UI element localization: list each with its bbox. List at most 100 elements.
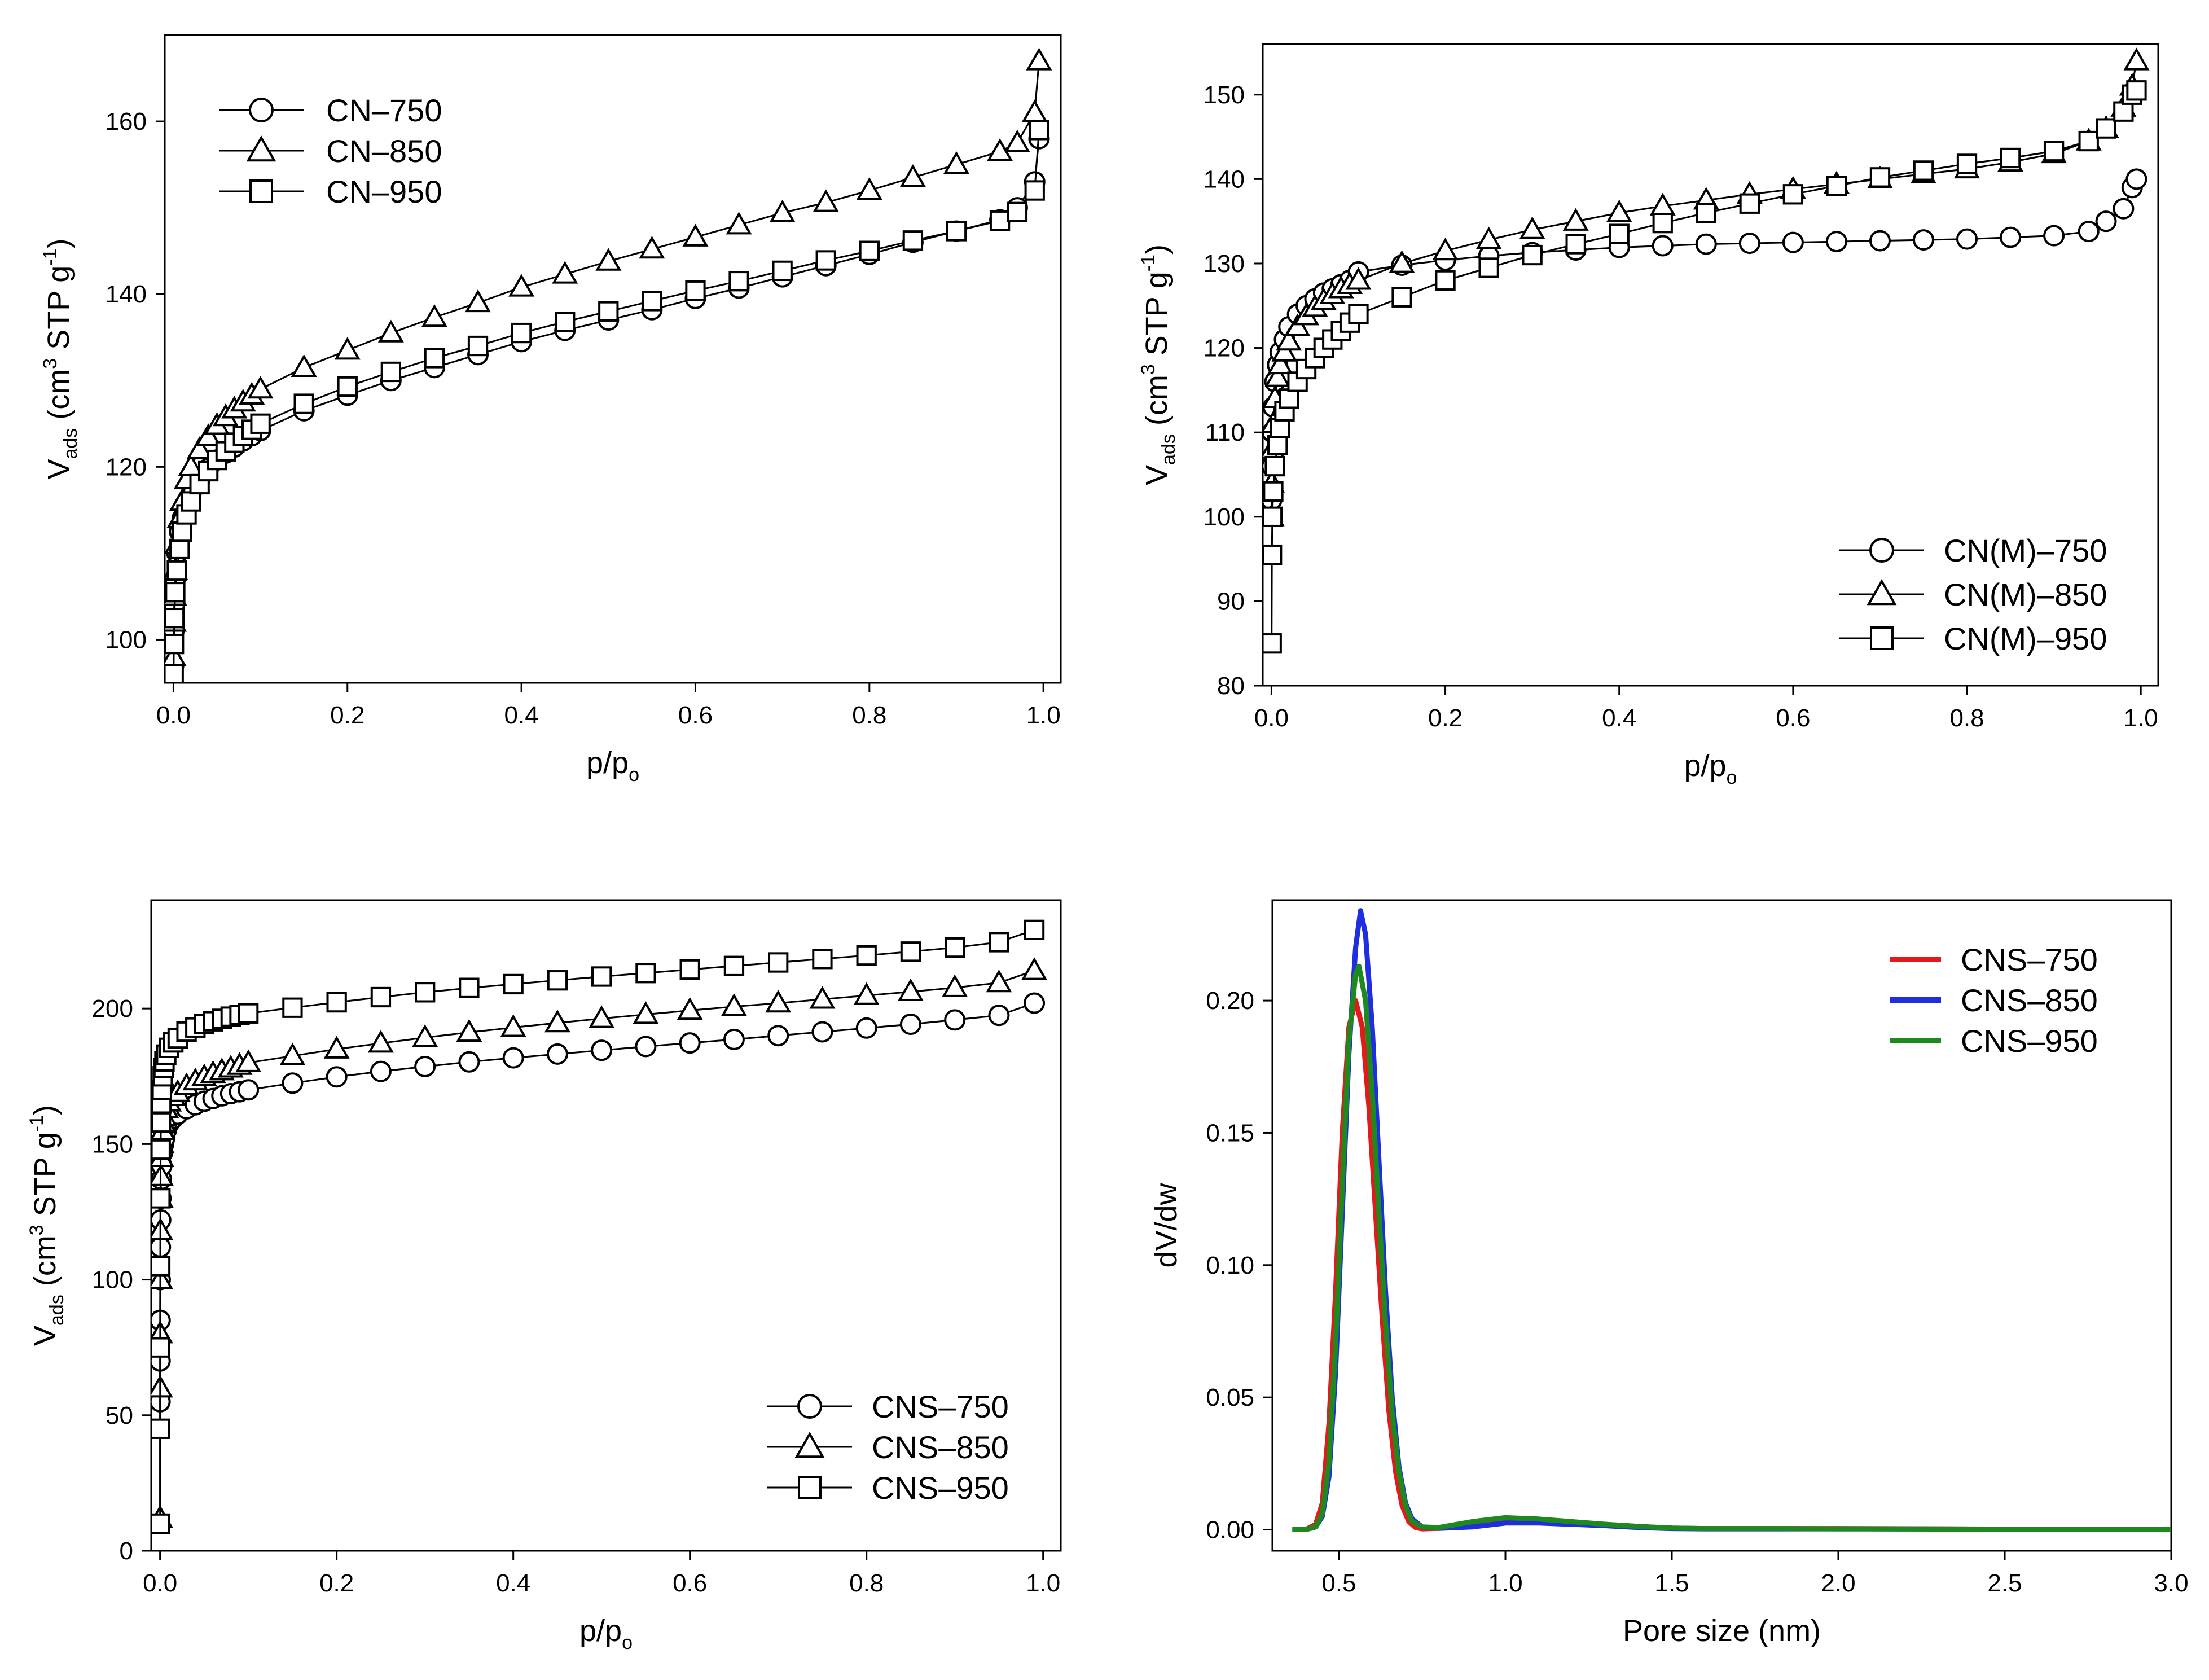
data-point-square — [642, 291, 662, 312]
y-tick-label: 100 — [106, 626, 147, 653]
chart-panel-c: 0.0 0.2 0.4 0.6 0.8 1.0 0 50 100 150 200 p/po Vads (… — [26, 899, 1062, 1653]
data-point-square — [1263, 481, 1284, 502]
data-point-circle — [1782, 231, 1804, 253]
data-point-square — [511, 322, 532, 344]
legend-label: CN–850 — [326, 133, 442, 169]
data-point-circle — [414, 1055, 436, 1077]
data-point-square — [812, 949, 833, 970]
y-axis-label: Vads (cm3 STP g-1) — [1138, 244, 1179, 485]
data-point-square — [1263, 633, 1282, 654]
legend-item: CN(M)–850 — [1839, 577, 2107, 612]
data-point-triangle — [334, 337, 361, 360]
data-point-square — [2078, 130, 2099, 152]
data-point-square — [1263, 506, 1283, 527]
data-point-triangle — [633, 1001, 659, 1024]
y-tick-label: 0.05 — [1206, 1384, 1254, 1411]
data-point-square — [165, 582, 186, 603]
data-point-square — [169, 538, 190, 559]
data-point-triangle — [367, 1030, 394, 1053]
data-point-square — [723, 955, 745, 976]
data-point-square — [1264, 455, 1285, 477]
legend-item: CN–850 — [219, 133, 442, 169]
data-point-circle — [1738, 233, 1760, 255]
x-tick-label: 0.2 — [330, 701, 364, 729]
data-point-square — [151, 1256, 171, 1277]
series-CNS–950 — [1292, 963, 2171, 1532]
y-axis-label-superscript: -1 — [39, 248, 61, 265]
x-axis-label: p/po — [586, 746, 639, 786]
legend-item: CN–750 — [219, 93, 442, 128]
data-point-square — [1782, 184, 1804, 205]
data-point-triangle — [986, 969, 1012, 993]
data-point-triangle — [639, 236, 665, 259]
legend-marker-square — [798, 1476, 822, 1499]
y-axis-label-unit: (cm — [42, 369, 76, 428]
data-point-square — [547, 970, 568, 991]
data-point-circle — [2043, 225, 2065, 247]
data-point-triangle — [2123, 47, 2150, 71]
data-point-square — [2113, 101, 2134, 122]
data-point-square — [768, 952, 789, 973]
plot-frame — [164, 34, 1062, 684]
data-point-triangle — [323, 1036, 350, 1059]
data-point-circle — [855, 1017, 877, 1039]
data-point-square — [1565, 234, 1586, 255]
y-tick-label: 90 — [1217, 587, 1245, 615]
x-axis-label-main: p/p — [1684, 749, 1727, 783]
data-point-square — [151, 1418, 170, 1439]
data-point-square — [181, 491, 201, 512]
legend-marker-circle — [249, 98, 274, 122]
data-point-triangle — [1519, 216, 1545, 239]
data-point-square — [172, 521, 192, 542]
data-point-square — [151, 1513, 170, 1534]
data-point-triangle — [1432, 237, 1459, 261]
data-point-square — [989, 932, 1009, 953]
data-point-square — [165, 664, 184, 683]
data-point-square — [165, 608, 185, 629]
y-tick-label: 0 — [120, 1537, 133, 1565]
plot-area — [1292, 908, 2171, 1532]
legend-label: CNS–950 — [1961, 1023, 2098, 1059]
x-tick-label: 0.2 — [319, 1569, 354, 1597]
x-tick-label: 0.4 — [504, 701, 539, 729]
data-point-triangle — [1021, 957, 1048, 980]
data-point-circle — [2125, 168, 2147, 190]
data-point-circle — [899, 1014, 921, 1036]
data-point-triangle — [677, 997, 703, 1020]
data-point-circle — [326, 1066, 348, 1088]
legend-label: CN(M)–850 — [1944, 577, 2107, 612]
legend-marker-circle — [797, 1394, 822, 1419]
plot-frame — [1271, 899, 2172, 1552]
data-point-square — [1029, 120, 1049, 141]
data-point-circle — [1912, 229, 1934, 251]
data-point-circle — [679, 1032, 701, 1054]
data-point-triangle — [421, 304, 447, 327]
y-tick-label: 0.15 — [1206, 1119, 1254, 1147]
y-axis-label-unit: ) — [1140, 244, 1174, 255]
data-point-triangle — [235, 1049, 262, 1072]
y-axis-label-main: dV/dw — [1149, 1182, 1183, 1267]
legend-label: CN–950 — [326, 174, 442, 209]
y-axis-label-subscript: ads — [1158, 434, 1179, 465]
x-tick-label: 2.0 — [1821, 1569, 1855, 1597]
data-point-square — [815, 250, 836, 271]
data-point-triangle — [552, 261, 578, 284]
data-point-square — [165, 633, 185, 655]
data-point-square — [2096, 118, 2116, 139]
legend-item: CN(M)–950 — [1839, 621, 2107, 656]
data-point-square — [856, 945, 877, 966]
data-point-square — [2043, 141, 2065, 162]
data-point-triangle — [1276, 328, 1302, 351]
data-point-triangle — [544, 1010, 570, 1033]
x-tick-label: 0.4 — [496, 1569, 530, 1597]
data-point-square — [1739, 193, 1760, 214]
legend-marker-square — [249, 179, 273, 203]
data-point-triangle — [721, 993, 747, 1016]
data-point-square — [1279, 388, 1299, 409]
plot-area — [165, 47, 1052, 683]
y-axis-label-superscript: -1 — [26, 1115, 47, 1132]
legend-label: CNS–750 — [1961, 942, 2098, 977]
data-point-square — [2126, 80, 2147, 101]
data-point-circle — [944, 1009, 966, 1031]
